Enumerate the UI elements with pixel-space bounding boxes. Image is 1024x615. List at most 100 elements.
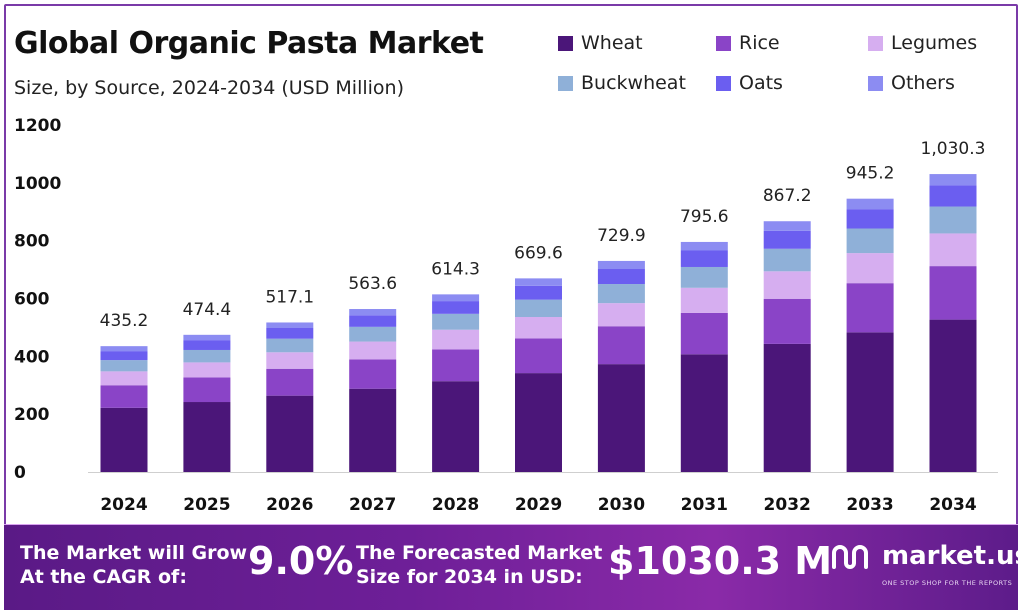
- bar-segment-buckwheat: [763, 248, 811, 272]
- x-tick-label: 2032: [764, 495, 811, 515]
- bar-segment-oats: [183, 340, 231, 350]
- y-tick-label: 400: [14, 347, 50, 367]
- bar-segment-rice: [680, 312, 728, 355]
- x-tick-label: 2027: [349, 495, 396, 515]
- x-tick-label: 2030: [598, 495, 645, 515]
- bar-total-label: 867.2: [763, 186, 812, 206]
- bar-segment-oats: [100, 351, 148, 361]
- y-tick-label: 800: [14, 232, 50, 252]
- legend-item-wheat: Wheat: [558, 32, 643, 54]
- bar-segment-oats: [266, 327, 314, 339]
- bar-segment-legumes: [929, 233, 977, 267]
- bar-segment-oats: [515, 285, 562, 300]
- cagr-value: 9.0%: [248, 539, 354, 583]
- bar-segment-buckwheat: [266, 338, 314, 353]
- legend: Wheat Rice Legumes Buckwheat Oats Others: [558, 32, 998, 102]
- brand-name: market.us: [882, 541, 1024, 571]
- bar-total-label: 945.2: [846, 164, 895, 184]
- bar-segment-oats: [763, 230, 811, 249]
- x-tick-label: 2024: [100, 495, 147, 515]
- bar-total-label: 669.6: [514, 243, 563, 263]
- cagr-label-line1: The Market will Grow: [20, 542, 248, 564]
- y-tick-label: 200: [14, 405, 50, 425]
- bar-segment-others: [349, 309, 397, 316]
- footer-banner: The Market will Grow At the CAGR of: 9.0…: [4, 524, 1024, 610]
- bar-segment-rice: [763, 298, 811, 344]
- bar-segment-rice: [266, 368, 314, 396]
- bar-total-label: 435.2: [100, 311, 149, 331]
- bar-segment-legumes: [680, 287, 728, 313]
- legend-label-oats: Oats: [739, 72, 783, 94]
- bar-total-label: 563.6: [348, 274, 397, 294]
- bar-segment-wheat: [266, 395, 314, 472]
- forecast-value: $1030.3 M: [608, 539, 833, 583]
- x-tick-label: 2033: [846, 495, 893, 515]
- bar-segment-buckwheat: [846, 228, 894, 254]
- bar-segment-wheat: [763, 343, 811, 472]
- bar-segment-wheat: [929, 319, 977, 472]
- legend-label-buckwheat: Buckwheat: [581, 72, 686, 94]
- bar-segment-oats: [846, 209, 894, 229]
- x-tick-label: 2029: [515, 495, 562, 515]
- bar-segment-oats: [432, 301, 480, 314]
- bar-segment-others: [846, 198, 894, 210]
- legend-item-legumes: Legumes: [868, 32, 977, 54]
- bar-segment-rice: [432, 349, 480, 382]
- bar-segment-oats: [597, 269, 645, 285]
- bar-segment-others: [266, 322, 314, 328]
- legend-label-others: Others: [891, 72, 955, 94]
- bar-segment-oats: [680, 250, 728, 267]
- bar-segment-buckwheat: [515, 299, 562, 318]
- legend-swatch-oats: [716, 75, 731, 91]
- bar-total-label: 729.9: [597, 226, 646, 246]
- x-tick-label: 2026: [266, 495, 313, 515]
- bar-segment-rice: [349, 359, 397, 389]
- legend-label-wheat: Wheat: [581, 32, 643, 54]
- x-tick-label: 2031: [681, 495, 728, 515]
- bar-segment-legumes: [763, 271, 811, 299]
- bar-segment-oats: [349, 315, 397, 327]
- bar-segment-buckwheat: [597, 284, 645, 304]
- bar-segment-legumes: [266, 352, 314, 369]
- brand-mark-icon: [832, 545, 868, 569]
- bar-segment-wheat: [846, 332, 894, 472]
- bar-segment-rice: [597, 326, 645, 365]
- bar-segment-legumes: [432, 329, 480, 350]
- legend-swatch-wheat: [558, 35, 573, 51]
- x-tick-label: 2034: [929, 495, 976, 515]
- cagr-label-line2: At the CAGR of:: [20, 566, 187, 588]
- legend-item-buckwheat: Buckwheat: [558, 72, 686, 94]
- bar-segment-buckwheat: [100, 360, 148, 372]
- bar-total-label: 517.1: [265, 287, 314, 307]
- bar-segment-others: [100, 346, 148, 352]
- stacked-bar-chart: 0 200 400 600 800 1000 1200 435.2 2024 474.4 2025 5…: [14, 116, 998, 515]
- bar-segment-buckwheat: [680, 266, 728, 288]
- bar-segment-rice: [515, 338, 562, 374]
- y-tick-label: 0: [14, 463, 26, 483]
- bar-segment-wheat: [597, 364, 645, 472]
- bar-segment-others: [929, 174, 977, 186]
- legend-label-rice: Rice: [739, 32, 780, 54]
- legend-label-legumes: Legumes: [891, 32, 978, 54]
- chart-subtitle: Size, by Source, 2024-2034 (USD Million): [14, 77, 405, 99]
- y-tick-label: 1000: [14, 174, 61, 194]
- bar-segment-rice: [100, 385, 148, 408]
- y-tick-label: 600: [14, 290, 50, 310]
- legend-swatch-legumes: [868, 35, 883, 51]
- chart-title: Global Organic Pasta Market: [14, 26, 484, 61]
- bar-segment-others: [432, 294, 480, 302]
- bar-segment-legumes: [100, 371, 148, 386]
- bar-segment-others: [763, 221, 811, 231]
- brand-logo: market.us ONE STOP SHOP FOR THE REPORTS: [830, 541, 1024, 587]
- bar-segment-legumes: [846, 253, 894, 284]
- forecast-label-line2: Size for 2034 in USD:: [356, 566, 583, 588]
- y-tick-label: 1200: [14, 116, 61, 136]
- bar-segment-oats: [929, 185, 977, 207]
- bar-segment-legumes: [515, 317, 562, 339]
- bar-total-label: 474.4: [183, 300, 232, 320]
- bar-segment-legumes: [349, 341, 397, 360]
- legend-swatch-rice: [716, 35, 731, 51]
- bar-total-label: 1,030.3: [921, 139, 986, 159]
- bar-total-label: 614.3: [431, 259, 480, 279]
- legend-swatch-others: [868, 75, 883, 91]
